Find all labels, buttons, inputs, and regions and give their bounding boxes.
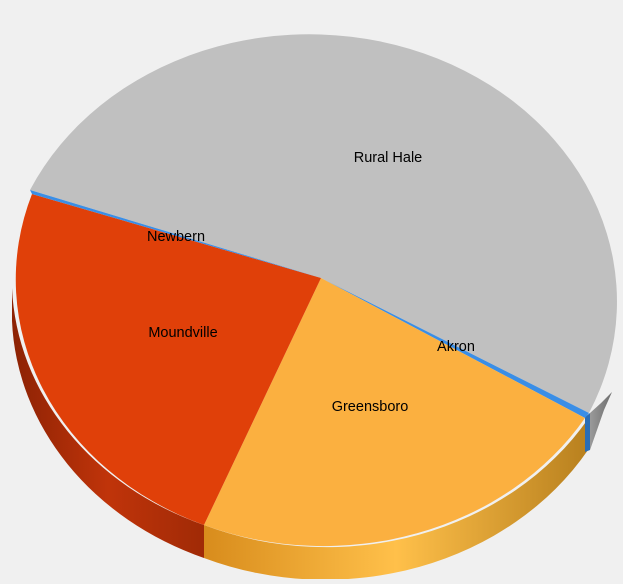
slice-moundville — [15, 194, 321, 525]
label-newbern: Newbern — [147, 229, 205, 245]
slice-akron — [321, 278, 589, 418]
slice-side-rural-hale — [590, 392, 612, 450]
slice-side-akron — [585, 413, 590, 452]
slice-side-greensboro — [204, 419, 588, 580]
slice-newbern — [30, 190, 321, 278]
label-moundville: Moundville — [148, 325, 217, 341]
slice-rural-hale — [30, 34, 617, 413]
slice-greensboro — [204, 278, 585, 547]
label-rural-hale: Rural Hale — [354, 150, 423, 166]
label-akron: Akron — [437, 339, 475, 355]
slice-side-moundville — [12, 288, 204, 558]
label-greensboro: Greensboro — [332, 399, 409, 415]
